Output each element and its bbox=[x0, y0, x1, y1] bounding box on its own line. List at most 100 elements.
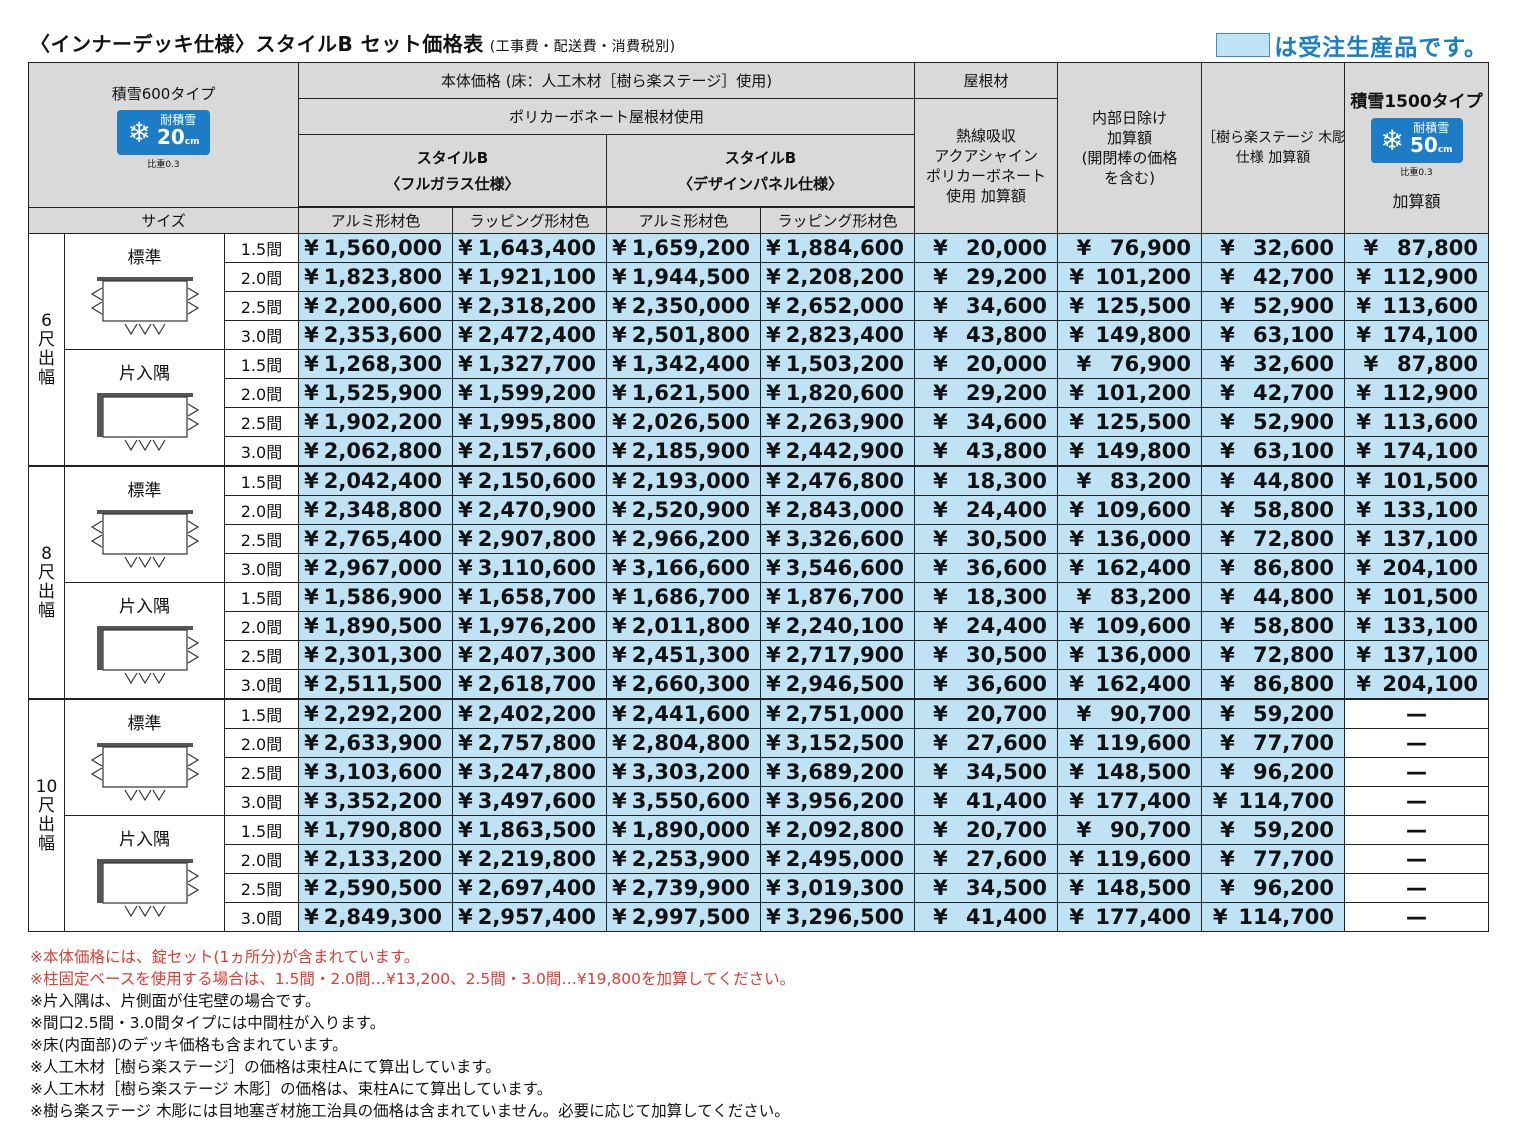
price-value: 1,790,800 bbox=[323, 818, 443, 842]
price-cell: ¥2,717,900 bbox=[760, 640, 916, 670]
yen-sign: ¥ bbox=[458, 265, 473, 289]
price-value: 30,500 bbox=[965, 527, 1048, 551]
price-value: 2,253,900 bbox=[631, 847, 751, 871]
price-value: 2,849,300 bbox=[323, 905, 443, 929]
group-label-char: 尺 bbox=[38, 795, 55, 816]
price-cell: ¥1,621,500 bbox=[606, 378, 762, 408]
price-value: 101,500 bbox=[1382, 585, 1479, 609]
yen-sign: ¥ bbox=[1069, 323, 1084, 347]
yen-sign: ¥ bbox=[933, 527, 948, 551]
wood-header: ［樹ら楽ステージ 木彫］ 仕様 加算額 bbox=[1201, 62, 1346, 234]
price-cell: ¥133,100 bbox=[1344, 611, 1490, 641]
price-cell-empty: — bbox=[1344, 873, 1490, 903]
yen-sign: ¥ bbox=[766, 760, 781, 784]
price-cell: ¥2,495,000 bbox=[760, 844, 916, 874]
yen-sign: ¥ bbox=[1220, 265, 1235, 289]
deck-standard-icon bbox=[83, 505, 207, 579]
price-cell: ¥2,348,800 bbox=[298, 495, 454, 525]
price-value: 1,268,300 bbox=[323, 352, 443, 376]
yen-sign: ¥ bbox=[766, 236, 781, 260]
price-value: 58,800 bbox=[1252, 498, 1335, 522]
style-full-header: スタイルB 〈フルガラス仕様〉 bbox=[298, 134, 608, 207]
price-cell: ¥2,501,800 bbox=[606, 320, 762, 350]
wood-l1: ［樹ら楽ステージ 木彫］ bbox=[1202, 130, 1345, 146]
yen-sign: ¥ bbox=[458, 236, 473, 260]
yen-sign: ¥ bbox=[933, 381, 948, 405]
price-value: 52,900 bbox=[1252, 294, 1335, 318]
price-value: 2,301,300 bbox=[323, 643, 443, 667]
price-cell: ¥162,400 bbox=[1057, 553, 1203, 583]
yen-sign: ¥ bbox=[766, 381, 781, 405]
yen-sign: ¥ bbox=[1076, 702, 1092, 726]
price-value: 2,697,400 bbox=[477, 876, 597, 900]
sub-type: 標準 bbox=[64, 233, 225, 350]
yen-sign: ¥ bbox=[766, 702, 781, 726]
price-value: 3,956,200 bbox=[785, 789, 905, 813]
yen-sign: ¥ bbox=[304, 585, 319, 609]
yen-sign: ¥ bbox=[458, 672, 473, 696]
price-cell: ¥2,967,000 bbox=[298, 553, 454, 583]
size-cell: 2.5間 bbox=[223, 407, 300, 437]
yen-sign: ¥ bbox=[766, 789, 781, 813]
price-value: 1,823,800 bbox=[323, 265, 443, 289]
price-value: 2,618,700 bbox=[477, 672, 597, 696]
yen-sign: ¥ bbox=[1220, 381, 1235, 405]
price-value: 77,700 bbox=[1252, 731, 1335, 755]
price-cell: ¥112,900 bbox=[1344, 262, 1490, 292]
yen-sign: ¥ bbox=[304, 265, 319, 289]
price-cell: ¥2,133,200 bbox=[298, 844, 454, 874]
yen-sign: ¥ bbox=[1220, 527, 1235, 551]
price-value: 204,100 bbox=[1382, 672, 1479, 696]
price-cell: ¥148,500 bbox=[1057, 873, 1203, 903]
yen-sign: ¥ bbox=[612, 847, 627, 871]
price-value: 2,150,600 bbox=[477, 469, 597, 493]
size-cell: 3.0間 bbox=[223, 786, 300, 816]
price-value: 2,757,800 bbox=[477, 731, 597, 755]
size-cell: 2.5間 bbox=[223, 291, 300, 321]
price-value: 1,503,200 bbox=[785, 352, 905, 376]
yen-sign: ¥ bbox=[304, 556, 319, 580]
price-cell: ¥1,863,500 bbox=[452, 815, 608, 845]
yen-sign: ¥ bbox=[612, 556, 627, 580]
yen-sign: ¥ bbox=[304, 760, 319, 784]
yen-sign: ¥ bbox=[458, 614, 473, 638]
price-value: 42,700 bbox=[1252, 381, 1335, 405]
yen-sign: ¥ bbox=[1220, 672, 1235, 696]
price-cell: ¥3,152,500 bbox=[760, 728, 916, 758]
snowflake-icon: ❄ bbox=[1380, 123, 1404, 157]
price-cell: ¥174,100 bbox=[1344, 436, 1490, 467]
price-cell: ¥2,652,000 bbox=[760, 291, 916, 321]
price-cell: ¥2,751,000 bbox=[760, 698, 916, 729]
price-value: 162,400 bbox=[1095, 556, 1192, 580]
yen-sign: ¥ bbox=[612, 614, 627, 638]
yen-sign: ¥ bbox=[304, 323, 319, 347]
style-full-l2: 〈フルガラス仕様〉 bbox=[385, 174, 520, 193]
note-line: ※樹ら楽ステージ 木彫には目地塞ぎ材施工治具の価格は含まれていません。必要に応じ… bbox=[30, 1102, 790, 1120]
price-cell: ¥1,921,100 bbox=[452, 262, 608, 292]
yen-sign: ¥ bbox=[766, 469, 781, 493]
price-value: 3,497,600 bbox=[477, 789, 597, 813]
yen-sign: ¥ bbox=[933, 760, 948, 784]
yen-sign: ¥ bbox=[1069, 294, 1084, 318]
table-row: 片入隅 1.5間 ¥1,586,900 ¥1,658,700 ¥1,686,700 ¥1,… bbox=[29, 582, 1490, 700]
sub-type: 標準 bbox=[64, 698, 225, 816]
snow1500-badge-label: 耐積雪 bbox=[1413, 121, 1450, 135]
price-value: 76,900 bbox=[1109, 352, 1192, 376]
price-cell: ¥3,956,200 bbox=[760, 786, 916, 816]
price-value: 29,200 bbox=[965, 381, 1048, 405]
yen-sign: ¥ bbox=[304, 876, 319, 900]
price-cell: ¥3,550,600 bbox=[606, 786, 762, 816]
group-label-char: 出 bbox=[38, 348, 55, 369]
yen-sign: ¥ bbox=[458, 760, 473, 784]
yen-sign: ¥ bbox=[933, 847, 948, 871]
yen-sign: ¥ bbox=[612, 876, 627, 900]
price-value: 43,800 bbox=[965, 323, 1048, 347]
price-cell: ¥3,497,600 bbox=[452, 786, 608, 816]
price-cell: ¥34,600 bbox=[914, 291, 1059, 321]
price-cell: ¥58,800 bbox=[1201, 495, 1346, 525]
yen-sign: ¥ bbox=[612, 702, 627, 726]
price-cell: ¥2,451,300 bbox=[606, 640, 762, 670]
yen-sign: ¥ bbox=[933, 352, 948, 376]
yen-sign: ¥ bbox=[612, 469, 627, 493]
